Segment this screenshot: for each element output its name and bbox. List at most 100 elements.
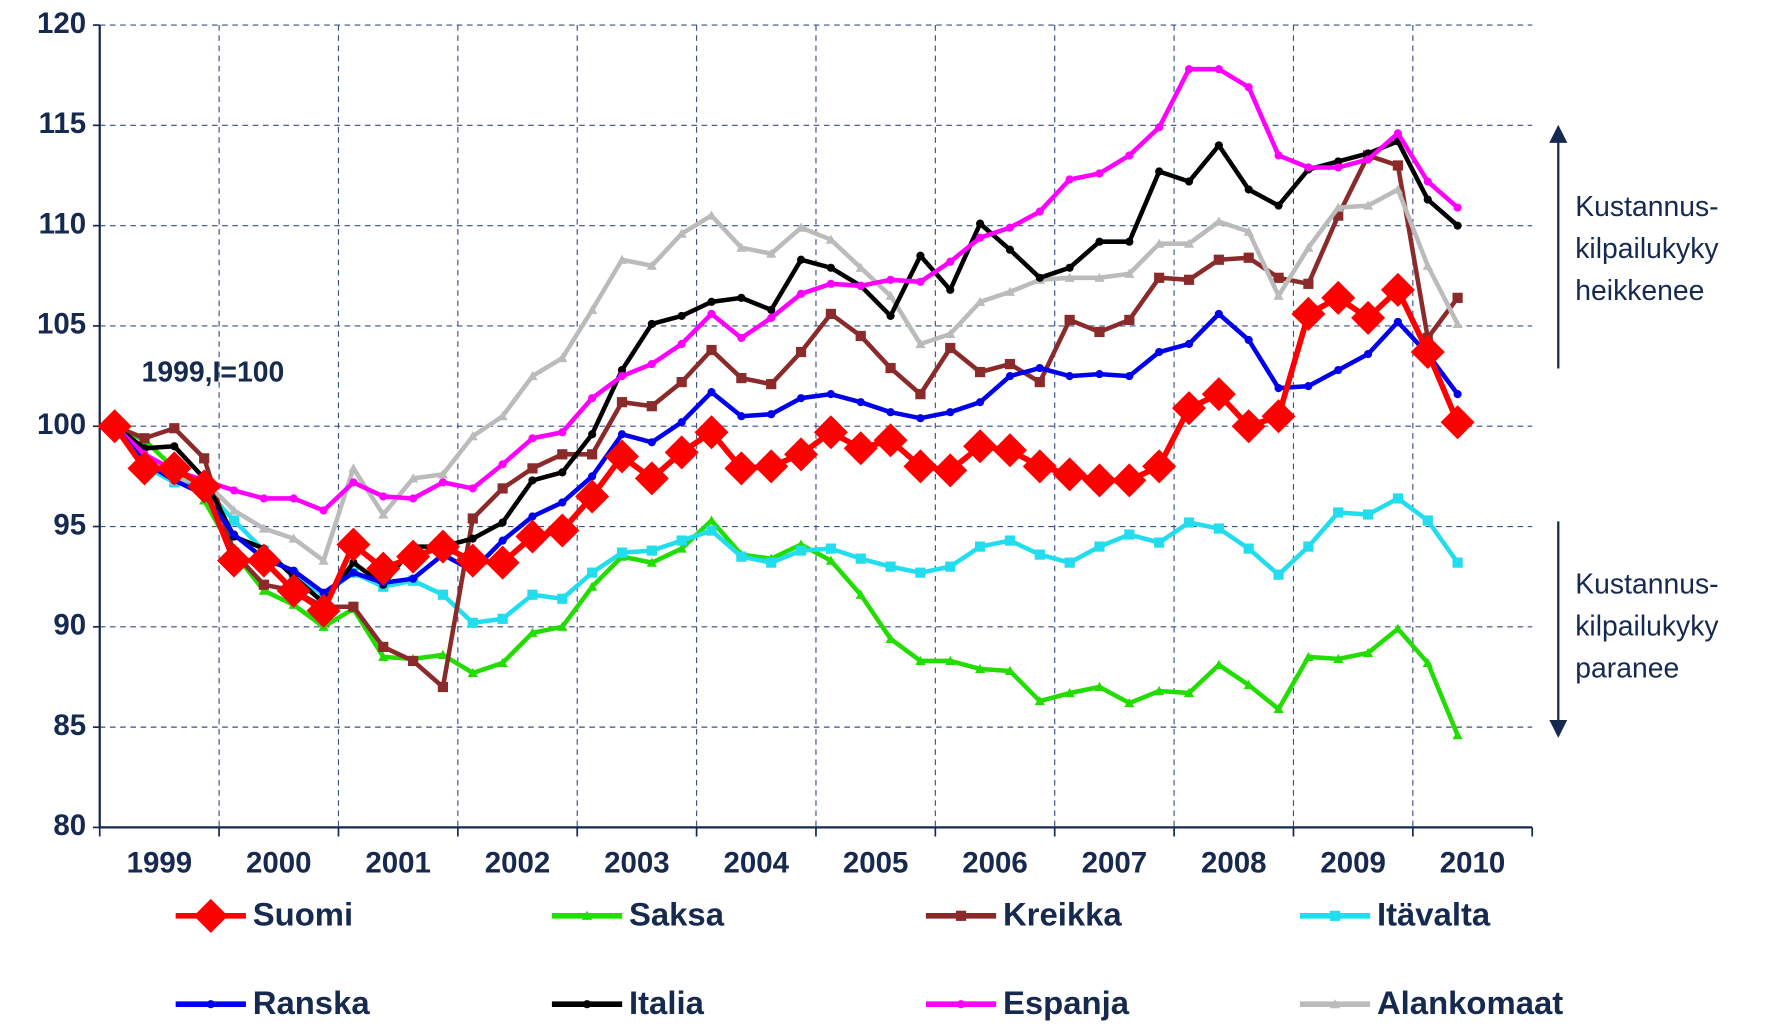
marker xyxy=(319,506,328,515)
marker xyxy=(647,438,656,447)
marker xyxy=(946,408,955,417)
marker xyxy=(588,472,597,481)
marker xyxy=(1380,272,1415,307)
marker xyxy=(1363,155,1373,164)
marker xyxy=(767,313,776,322)
marker xyxy=(676,535,687,546)
legend-marker xyxy=(1329,999,1341,1009)
marker xyxy=(467,513,478,524)
marker xyxy=(1213,216,1224,226)
marker xyxy=(1243,679,1254,690)
marker xyxy=(1064,272,1075,282)
legend-label: Italia xyxy=(629,984,705,1021)
marker xyxy=(528,476,537,485)
marker xyxy=(498,536,507,545)
marker xyxy=(706,344,717,356)
marker xyxy=(1273,272,1284,283)
marker xyxy=(647,319,656,329)
marker xyxy=(1184,177,1194,186)
marker xyxy=(1244,83,1253,92)
marker xyxy=(1065,372,1074,381)
marker xyxy=(468,534,477,543)
series-line xyxy=(113,66,1460,513)
legend-marker xyxy=(582,1000,592,1009)
marker xyxy=(736,551,747,562)
y-tick-label: 120 xyxy=(37,7,86,40)
marker xyxy=(1440,405,1475,440)
marker xyxy=(437,649,449,659)
marker xyxy=(1154,238,1165,248)
marker xyxy=(855,262,866,272)
marker xyxy=(1303,541,1314,552)
marker xyxy=(258,579,269,590)
marker xyxy=(885,362,896,374)
marker xyxy=(825,308,836,320)
legend-label: Itävalta xyxy=(1377,896,1491,933)
x-tick-label: 2003 xyxy=(604,847,670,880)
marker xyxy=(170,442,179,451)
marker xyxy=(1052,457,1087,492)
marker xyxy=(992,433,1027,468)
x-tick-label: 2004 xyxy=(724,847,790,880)
marker xyxy=(1393,317,1402,327)
marker xyxy=(795,222,807,232)
y-tick-label: 95 xyxy=(53,508,86,541)
marker xyxy=(1243,543,1254,554)
marker xyxy=(1333,507,1344,518)
marker xyxy=(1321,280,1356,315)
marker xyxy=(1231,409,1266,444)
marker xyxy=(617,372,627,381)
marker xyxy=(336,527,371,562)
marker xyxy=(856,398,865,407)
marker xyxy=(1124,697,1135,708)
marker xyxy=(646,557,657,567)
legend-marker xyxy=(956,1000,966,1009)
side-note: heikkenee xyxy=(1575,275,1704,307)
marker xyxy=(319,588,328,597)
marker xyxy=(1035,363,1044,373)
marker xyxy=(1362,647,1374,657)
marker xyxy=(825,543,836,554)
marker xyxy=(915,389,926,400)
marker xyxy=(1243,226,1254,236)
marker xyxy=(1155,347,1164,357)
marker xyxy=(676,377,687,388)
marker xyxy=(1213,523,1224,534)
marker xyxy=(1184,339,1194,349)
marker xyxy=(975,296,986,306)
marker xyxy=(617,430,627,439)
marker xyxy=(467,617,478,628)
marker xyxy=(497,613,508,624)
marker xyxy=(1304,382,1313,391)
marker xyxy=(796,289,806,298)
y-tick-label: 80 xyxy=(53,809,86,842)
marker xyxy=(438,478,448,487)
marker xyxy=(557,352,568,363)
marker xyxy=(1351,300,1386,335)
marker xyxy=(616,397,628,408)
marker xyxy=(587,567,598,578)
marker xyxy=(784,437,819,472)
marker xyxy=(588,394,597,403)
marker xyxy=(229,530,239,539)
series-line xyxy=(113,153,1460,690)
marker xyxy=(945,655,956,666)
marker xyxy=(617,365,627,375)
marker xyxy=(378,651,389,661)
marker xyxy=(1064,557,1075,568)
marker xyxy=(1155,123,1164,132)
marker xyxy=(467,667,478,678)
marker xyxy=(795,346,807,358)
marker xyxy=(1452,557,1463,568)
marker xyxy=(169,423,180,434)
marker xyxy=(976,219,985,228)
marker xyxy=(485,545,520,580)
marker xyxy=(545,513,580,548)
marker xyxy=(1303,278,1314,289)
marker xyxy=(557,449,568,460)
marker xyxy=(1422,515,1433,526)
marker xyxy=(1362,509,1374,520)
marker xyxy=(915,567,926,578)
marker xyxy=(1423,177,1432,186)
marker xyxy=(199,453,210,464)
